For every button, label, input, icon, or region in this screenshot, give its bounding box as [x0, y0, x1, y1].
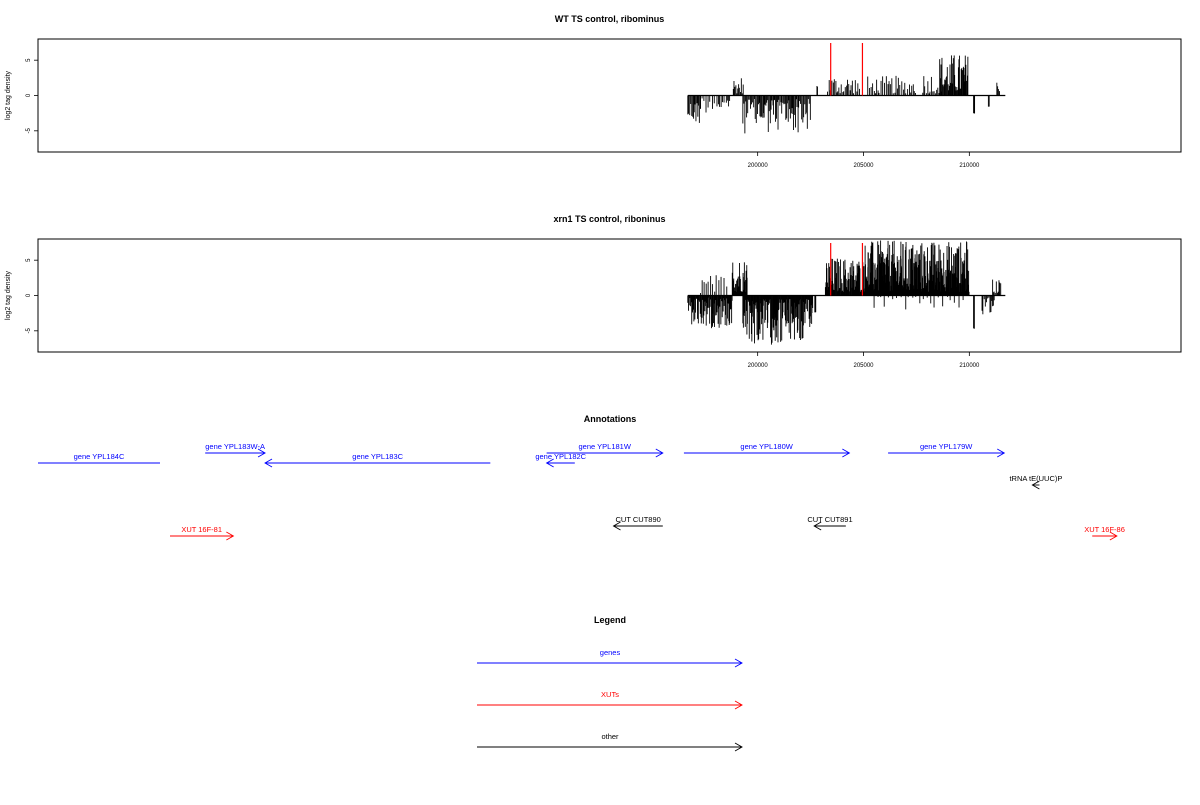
y-axis-label: log2 tag density — [5, 270, 12, 320]
legend-entry: XUTs — [477, 690, 743, 710]
y-tick-label: 0 — [26, 93, 32, 97]
legend-entry: genes — [477, 648, 743, 668]
legend-label: XUTs — [601, 690, 619, 699]
arrow-head — [545, 458, 554, 468]
feature-label: gene YPL182C — [535, 452, 586, 461]
annotation-feature: gene YPL181W — [546, 442, 664, 458]
feature-label: XUT 16F-86 — [1084, 525, 1125, 534]
annotation-feature: XUT 16F-81 — [170, 525, 235, 541]
annotation-feature: CUT CUT891 — [807, 515, 853, 531]
feature-label: gene YPL184C — [74, 452, 125, 461]
annotations-title: Annotations — [584, 414, 637, 424]
legend-label: genes — [600, 648, 621, 657]
feature-label: XUT 16F-81 — [181, 525, 222, 534]
arrow-head — [997, 448, 1006, 458]
y-tick-label: -5 — [26, 327, 32, 333]
arrow-head — [734, 742, 743, 752]
legend-panel: Legend genes XUTs other — [477, 615, 743, 752]
coverage-bars — [687, 55, 1000, 134]
legend-entries: genes XUTs other — [477, 648, 743, 752]
feature-label: gene YPL181W — [579, 442, 632, 451]
legend-label: other — [601, 732, 619, 741]
feature-label: tRNA tE(UUC)P — [1009, 474, 1062, 483]
annotation-feature: gene YPL182C — [535, 452, 587, 468]
plot-title: xrn1 TS control, riboninus — [553, 214, 665, 224]
y-tick-label: 0 — [26, 293, 32, 297]
x-tick-label: 205000 — [853, 363, 874, 369]
y-tick-label: -5 — [26, 127, 32, 133]
arrow-head — [612, 521, 621, 531]
plot-title: WT TS control, ribominus — [555, 14, 665, 24]
plot-frame — [37, 38, 1182, 153]
x-tick-label: 210000 — [959, 163, 980, 169]
arrow-head — [257, 448, 266, 458]
arrow-head — [734, 658, 743, 668]
annotation-feature: tRNA tE(UUC)P — [1009, 474, 1062, 490]
annotation-feature: gene YPL183W-A — [205, 442, 266, 458]
feature-label: CUT CUT890 — [616, 515, 661, 524]
annotation-feature: gene YPL180W — [683, 442, 851, 458]
y-tick-label: 5 — [26, 58, 32, 62]
arrow-head — [842, 448, 851, 458]
legend-title: Legend — [594, 615, 626, 625]
annotation-features: gene YPL184C gene YPL183W-A gene YPL183C ge… — [38, 442, 1125, 541]
annotation-feature: gene YPL183C — [264, 452, 491, 468]
annotation-feature: CUT CUT890 — [612, 515, 663, 531]
arrow-head — [813, 521, 822, 531]
legend-entry: other — [477, 732, 743, 752]
y-tick-label: 5 — [26, 258, 32, 262]
coverage-bars — [687, 240, 1002, 345]
arrow-head — [1109, 531, 1118, 541]
arrow-head — [655, 448, 664, 458]
feature-label: gene YPL179W — [920, 442, 973, 451]
plot-frame — [37, 238, 1182, 353]
wt-coverage-plot: WT TS control, ribominus -5 0 5 log2 tag den… — [5, 14, 1182, 169]
feature-label: gene YPL180W — [740, 442, 793, 451]
arrow-head — [264, 458, 273, 468]
x-tick-label: 210000 — [959, 363, 980, 369]
x-tick-label: 200000 — [748, 363, 769, 369]
x-tick-label: 200000 — [748, 163, 769, 169]
annotation-feature: gene YPL184C — [38, 452, 160, 464]
feature-label: CUT CUT891 — [807, 515, 852, 524]
feature-label: gene YPL183C — [352, 452, 403, 461]
y-axis-label: log2 tag density — [5, 70, 12, 120]
arrow-head — [1031, 480, 1040, 490]
annotation-feature: XUT 16F-86 — [1084, 525, 1125, 541]
annotation-feature: gene YPL179W — [888, 442, 1006, 458]
feature-label: gene YPL183W-A — [205, 442, 265, 451]
xrn1-coverage-plot: xrn1 TS control, riboninus -5 0 5 log2 tag d… — [5, 214, 1182, 369]
x-tick-label: 205000 — [853, 163, 874, 169]
arrow-head — [734, 700, 743, 710]
arrow-head — [226, 531, 235, 541]
